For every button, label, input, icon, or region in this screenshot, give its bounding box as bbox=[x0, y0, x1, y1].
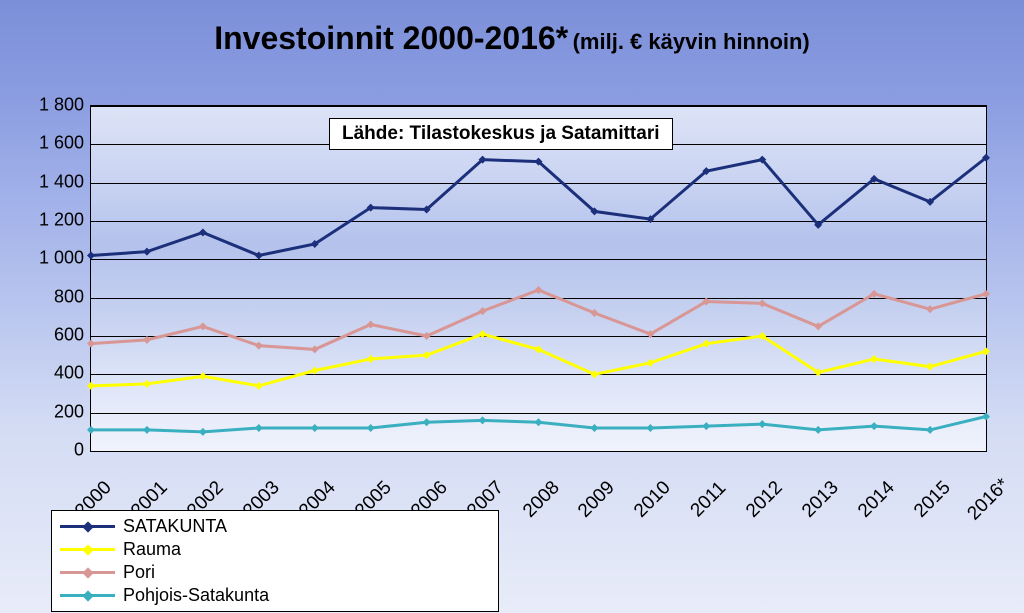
x-tick-label: 2012 bbox=[742, 477, 787, 522]
series-marker bbox=[982, 290, 990, 298]
series-marker bbox=[255, 424, 263, 432]
legend-marker-icon bbox=[82, 521, 93, 532]
series-marker bbox=[87, 252, 95, 260]
series-marker bbox=[143, 336, 151, 344]
series-marker bbox=[590, 424, 598, 432]
legend-line-icon bbox=[60, 571, 115, 574]
series-marker bbox=[143, 248, 151, 256]
series-line bbox=[91, 290, 986, 349]
x-tick-label: 2013 bbox=[798, 477, 843, 522]
y-tick-label: 400 bbox=[4, 363, 84, 384]
legend-line-icon bbox=[60, 594, 115, 597]
series-line bbox=[91, 158, 986, 256]
y-tick-label: 800 bbox=[4, 286, 84, 307]
y-tick-label: 1 200 bbox=[4, 210, 84, 231]
series-marker bbox=[758, 299, 766, 307]
legend-line-icon bbox=[60, 525, 115, 528]
legend-item: Pohjois-Satakunta bbox=[60, 584, 490, 607]
legend-marker-icon bbox=[82, 544, 93, 555]
series-marker bbox=[702, 422, 710, 430]
series-marker bbox=[199, 229, 207, 237]
title-sub-text: (milj. € käyvin hinnoin) bbox=[573, 29, 810, 54]
legend: SATAKUNTARaumaPoriPohjois-Satakunta bbox=[51, 510, 499, 612]
series-marker bbox=[479, 416, 487, 424]
chart-title: Investoinnit 2000-2016* (milj. € käyvin … bbox=[0, 20, 1024, 57]
legend-label: Pohjois-Satakunta bbox=[123, 585, 269, 606]
x-tick-label: 2008 bbox=[519, 477, 564, 522]
y-tick-label: 0 bbox=[4, 440, 84, 461]
series-marker bbox=[926, 426, 934, 434]
y-tick-label: 1 400 bbox=[4, 171, 84, 192]
y-tick-label: 200 bbox=[4, 401, 84, 422]
series-marker bbox=[702, 340, 710, 348]
series-marker bbox=[87, 340, 95, 348]
series-marker bbox=[143, 380, 151, 388]
series-marker bbox=[982, 347, 990, 355]
legend-label: SATAKUNTA bbox=[123, 516, 227, 537]
chart-lines-svg bbox=[91, 106, 986, 451]
series-marker bbox=[758, 420, 766, 428]
legend-item: SATAKUNTA bbox=[60, 515, 490, 538]
plot-area bbox=[90, 105, 987, 452]
chart-container: Investoinnit 2000-2016* (milj. € käyvin … bbox=[0, 0, 1024, 613]
source-box: Lähde: Tilastokeskus ja Satamittari bbox=[329, 118, 673, 150]
x-tick-label: 2015 bbox=[910, 477, 955, 522]
series-marker bbox=[814, 426, 822, 434]
series-marker bbox=[143, 426, 151, 434]
series-marker bbox=[926, 363, 934, 371]
series-marker bbox=[367, 424, 375, 432]
series-marker bbox=[255, 252, 263, 260]
x-tick-label: 2016* bbox=[963, 474, 1014, 525]
series-marker bbox=[535, 418, 543, 426]
y-tick-label: 600 bbox=[4, 325, 84, 346]
series-marker bbox=[199, 428, 207, 436]
series-marker bbox=[479, 330, 487, 338]
legend-marker-icon bbox=[82, 567, 93, 578]
series-marker bbox=[199, 322, 207, 330]
series-marker bbox=[423, 351, 431, 359]
series-marker bbox=[423, 418, 431, 426]
series-marker bbox=[255, 382, 263, 390]
series-marker bbox=[535, 286, 543, 294]
legend-label: Rauma bbox=[123, 539, 181, 560]
legend-item: Rauma bbox=[60, 538, 490, 561]
series-marker bbox=[87, 382, 95, 390]
y-tick-label: 1 000 bbox=[4, 248, 84, 269]
series-marker bbox=[926, 305, 934, 313]
x-tick-label: 2010 bbox=[630, 477, 675, 522]
series-marker bbox=[199, 372, 207, 380]
legend-marker-icon bbox=[82, 590, 93, 601]
series-marker bbox=[311, 367, 319, 375]
series-marker bbox=[590, 309, 598, 317]
legend-item: Pori bbox=[60, 561, 490, 584]
series-marker bbox=[311, 424, 319, 432]
series-marker bbox=[982, 413, 990, 421]
legend-label: Pori bbox=[123, 562, 155, 583]
series-marker bbox=[367, 355, 375, 363]
series-marker bbox=[646, 359, 654, 367]
title-main-text: Investoinnit 2000-2016* bbox=[214, 20, 568, 56]
series-marker bbox=[870, 422, 878, 430]
x-tick-label: 2014 bbox=[854, 477, 899, 522]
series-marker bbox=[255, 342, 263, 350]
series-line bbox=[91, 334, 986, 386]
series-marker bbox=[870, 355, 878, 363]
y-tick-label: 1 600 bbox=[4, 133, 84, 154]
series-marker bbox=[646, 424, 654, 432]
x-tick-label: 2011 bbox=[687, 478, 731, 522]
y-tick-label: 1 800 bbox=[4, 95, 84, 116]
x-tick-label: 2009 bbox=[574, 477, 619, 522]
series-marker bbox=[87, 426, 95, 434]
legend-line-icon bbox=[60, 548, 115, 551]
